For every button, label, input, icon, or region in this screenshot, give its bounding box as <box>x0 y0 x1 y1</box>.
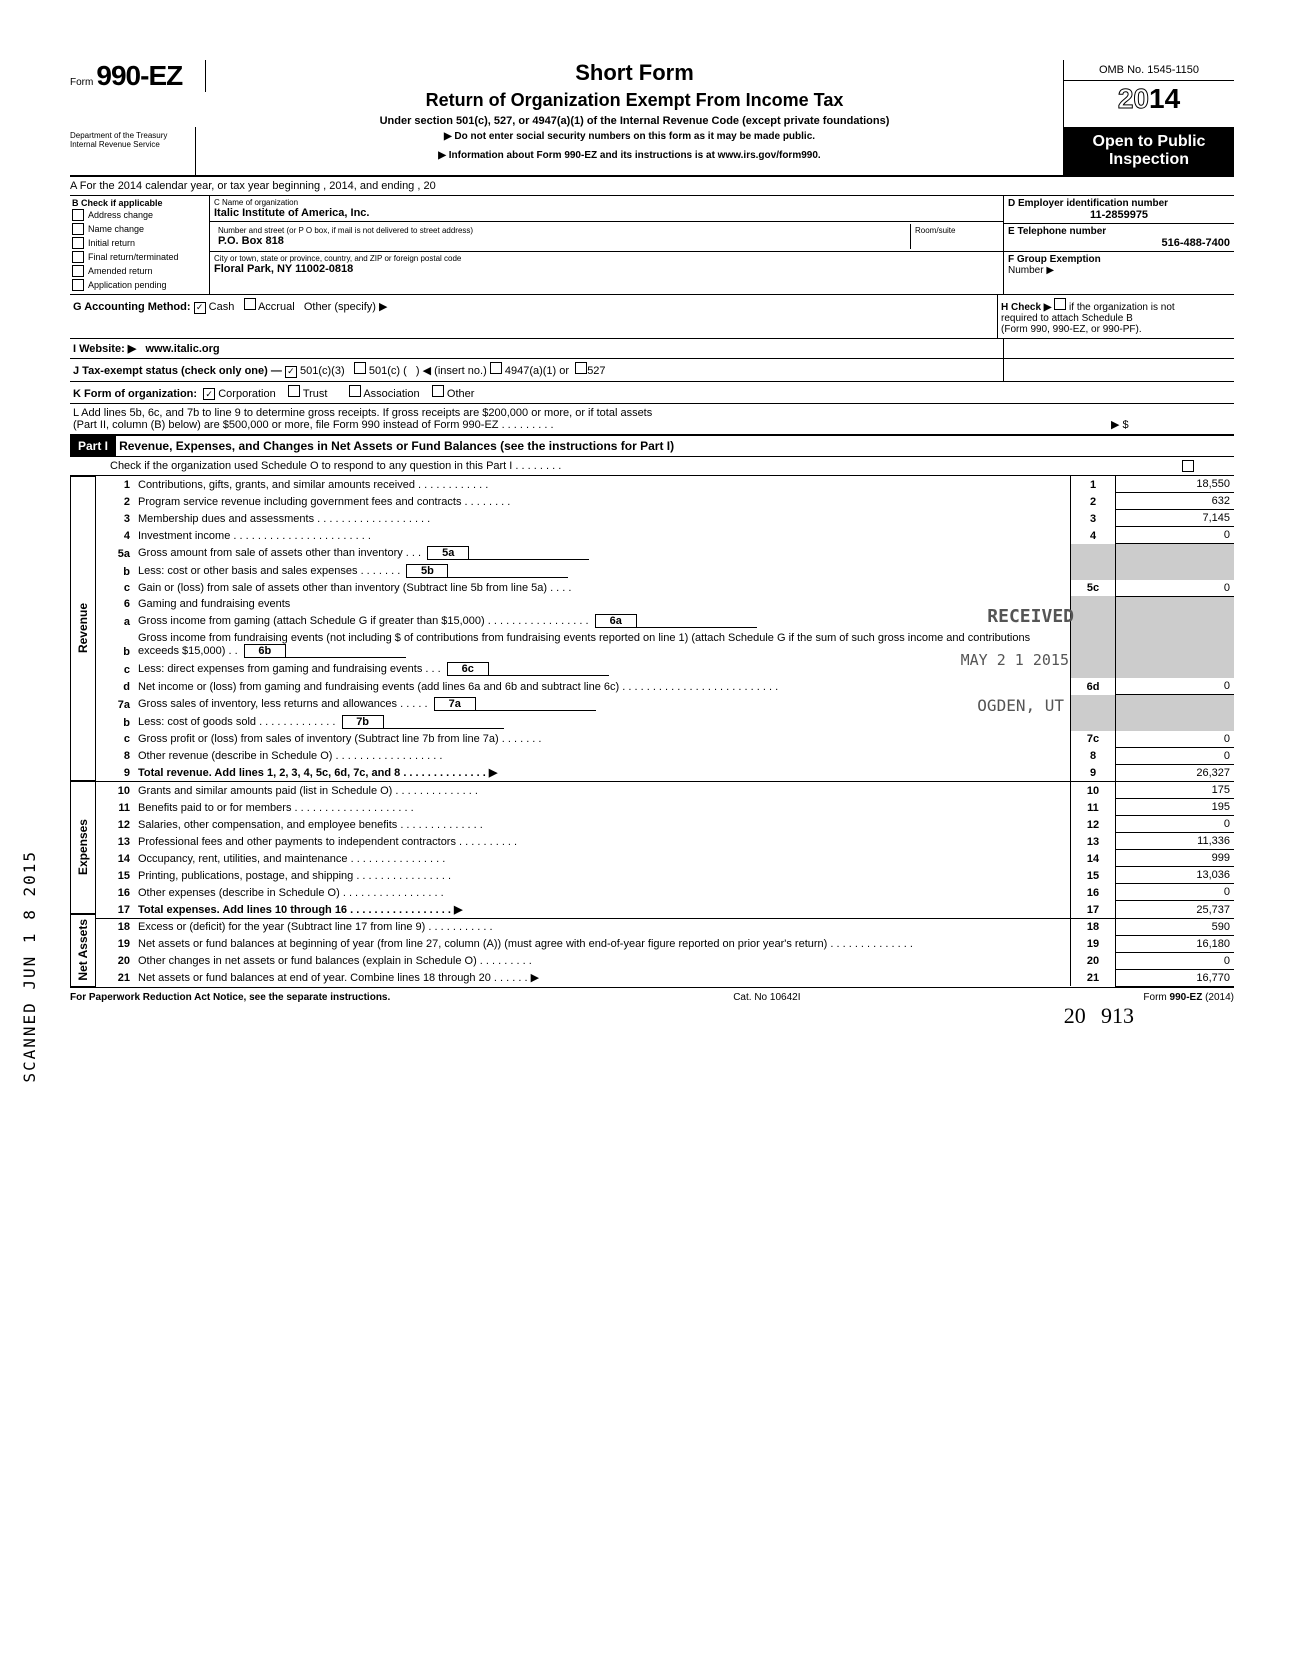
org-street: P.O. Box 818 <box>218 235 906 247</box>
form-header: Form 990-EZ Short Form Return of Organiz… <box>70 60 1234 127</box>
chk-corp[interactable]: ✓ <box>203 388 215 400</box>
form-number-box: Form 990-EZ <box>70 60 206 92</box>
dept-row: Department of the Treasury Internal Reve… <box>70 127 1234 177</box>
part1-header: Part I Revenue, Expenses, and Changes in… <box>70 436 1234 457</box>
lines-table: 1Contributions, gifts, grants, and simil… <box>96 476 1234 987</box>
org-name: Italic Institute of America, Inc. <box>214 207 999 219</box>
chk-schedule-o[interactable] <box>1182 460 1194 472</box>
open-to-public: Open to Public Inspection <box>1064 127 1234 175</box>
chk-527[interactable] <box>575 362 587 374</box>
section-a: A For the 2014 calendar year, or tax yea… <box>70 177 1234 196</box>
val-21: 16,770 <box>1116 969 1235 986</box>
stamp-date: MAY 2 1 2015 <box>961 651 1069 669</box>
row-g-h: G Accounting Method: ✓ Cash Accrual Othe… <box>70 295 1234 339</box>
chk-trust[interactable] <box>288 385 300 397</box>
val-13: 11,336 <box>1116 833 1235 850</box>
val-16: 0 <box>1116 884 1235 901</box>
val-6d: 0 <box>1116 678 1235 695</box>
chk-other-org[interactable] <box>432 385 444 397</box>
val-2: 632 <box>1116 493 1235 510</box>
revenue-side-label: Revenue <box>76 603 90 653</box>
section-c: C Name of organization Italic Institute … <box>210 196 1004 294</box>
subtitle: Under section 501(c), 527, or 4947(a)(1)… <box>216 115 1053 127</box>
year-box: OMB No. 1545-1150 2014 <box>1064 60 1234 117</box>
note-public: ▶ Do not enter social security numbers o… <box>196 127 1063 146</box>
netassets-side-label: Net Assets <box>76 919 90 981</box>
section-b: B Check if applicable Address change Nam… <box>70 196 210 294</box>
org-info-grid: B Check if applicable Address change Nam… <box>70 196 1234 295</box>
val-7c: 0 <box>1116 731 1235 748</box>
chk-pending[interactable] <box>72 279 84 291</box>
website: www.italic.org <box>145 343 219 355</box>
stamp-scanned: SCANNED JUN 1 8 2015 <box>20 850 39 1083</box>
short-form-title: Short Form <box>216 60 1053 86</box>
omb-number: OMB No. 1545-1150 <box>1064 60 1234 81</box>
form-number: 990-EZ <box>96 60 182 91</box>
return-title: Return of Organization Exempt From Incom… <box>216 90 1053 111</box>
part1-check-row: Check if the organization used Schedule … <box>70 457 1234 476</box>
val-8: 0 <box>1116 747 1235 764</box>
chk-501c3[interactable]: ✓ <box>285 366 297 378</box>
val-14: 999 <box>1116 850 1235 867</box>
form-prefix: Form <box>70 77 93 88</box>
chk-name[interactable] <box>72 223 84 235</box>
org-city: Floral Park, NY 11002-0818 <box>214 263 999 275</box>
val-18: 590 <box>1116 918 1235 935</box>
chk-final[interactable] <box>72 251 84 263</box>
stamp-ogden: OGDEN, UT <box>977 696 1064 715</box>
val-4: 0 <box>1116 527 1235 544</box>
title-box: Short Form Return of Organization Exempt… <box>206 60 1064 127</box>
val-10: 175 <box>1116 782 1235 799</box>
val-9: 26,327 <box>1116 764 1235 782</box>
section-d-e-f: D Employer identification number 11-2859… <box>1004 196 1234 294</box>
chk-schedule-b[interactable] <box>1054 298 1066 310</box>
val-19: 16,180 <box>1116 935 1235 952</box>
val-3: 7,145 <box>1116 510 1235 527</box>
section-l: L Add lines 5b, 6c, and 7b to line 9 to … <box>70 404 1234 436</box>
chk-amended[interactable] <box>72 265 84 277</box>
chk-501c[interactable] <box>354 362 366 374</box>
handwritten: 20 913 <box>70 1003 1234 1029</box>
note-info: ▶ Information about Form 990-EZ and its … <box>196 146 1063 165</box>
val-11: 195 <box>1116 799 1235 816</box>
telephone: 516-488-7400 <box>1008 237 1230 249</box>
val-12: 0 <box>1116 816 1235 833</box>
chk-accrual[interactable] <box>244 298 256 310</box>
chk-4947[interactable] <box>490 362 502 374</box>
chk-assoc[interactable] <box>349 385 361 397</box>
footer: For Paperwork Reduction Act Notice, see … <box>70 987 1234 1003</box>
tax-year: 2014 <box>1064 81 1234 117</box>
chk-cash[interactable]: ✓ <box>194 302 206 314</box>
stamp-received: RECEIVED <box>987 606 1074 627</box>
val-15: 13,036 <box>1116 867 1235 884</box>
part1-body: Revenue Expenses Net Assets 1Contributio… <box>70 476 1234 987</box>
val-5c: 0 <box>1116 580 1235 597</box>
val-1: 18,550 <box>1116 476 1235 493</box>
chk-initial[interactable] <box>72 237 84 249</box>
chk-address[interactable] <box>72 209 84 221</box>
expenses-side-label: Expenses <box>76 819 90 875</box>
val-17: 25,737 <box>1116 901 1235 919</box>
val-20: 0 <box>1116 952 1235 969</box>
section-k: K Form of organization: ✓ Corporation Tr… <box>70 382 1234 405</box>
dept-label: Department of the Treasury Internal Reve… <box>70 127 196 175</box>
ein: 11-2859975 <box>1008 209 1230 221</box>
